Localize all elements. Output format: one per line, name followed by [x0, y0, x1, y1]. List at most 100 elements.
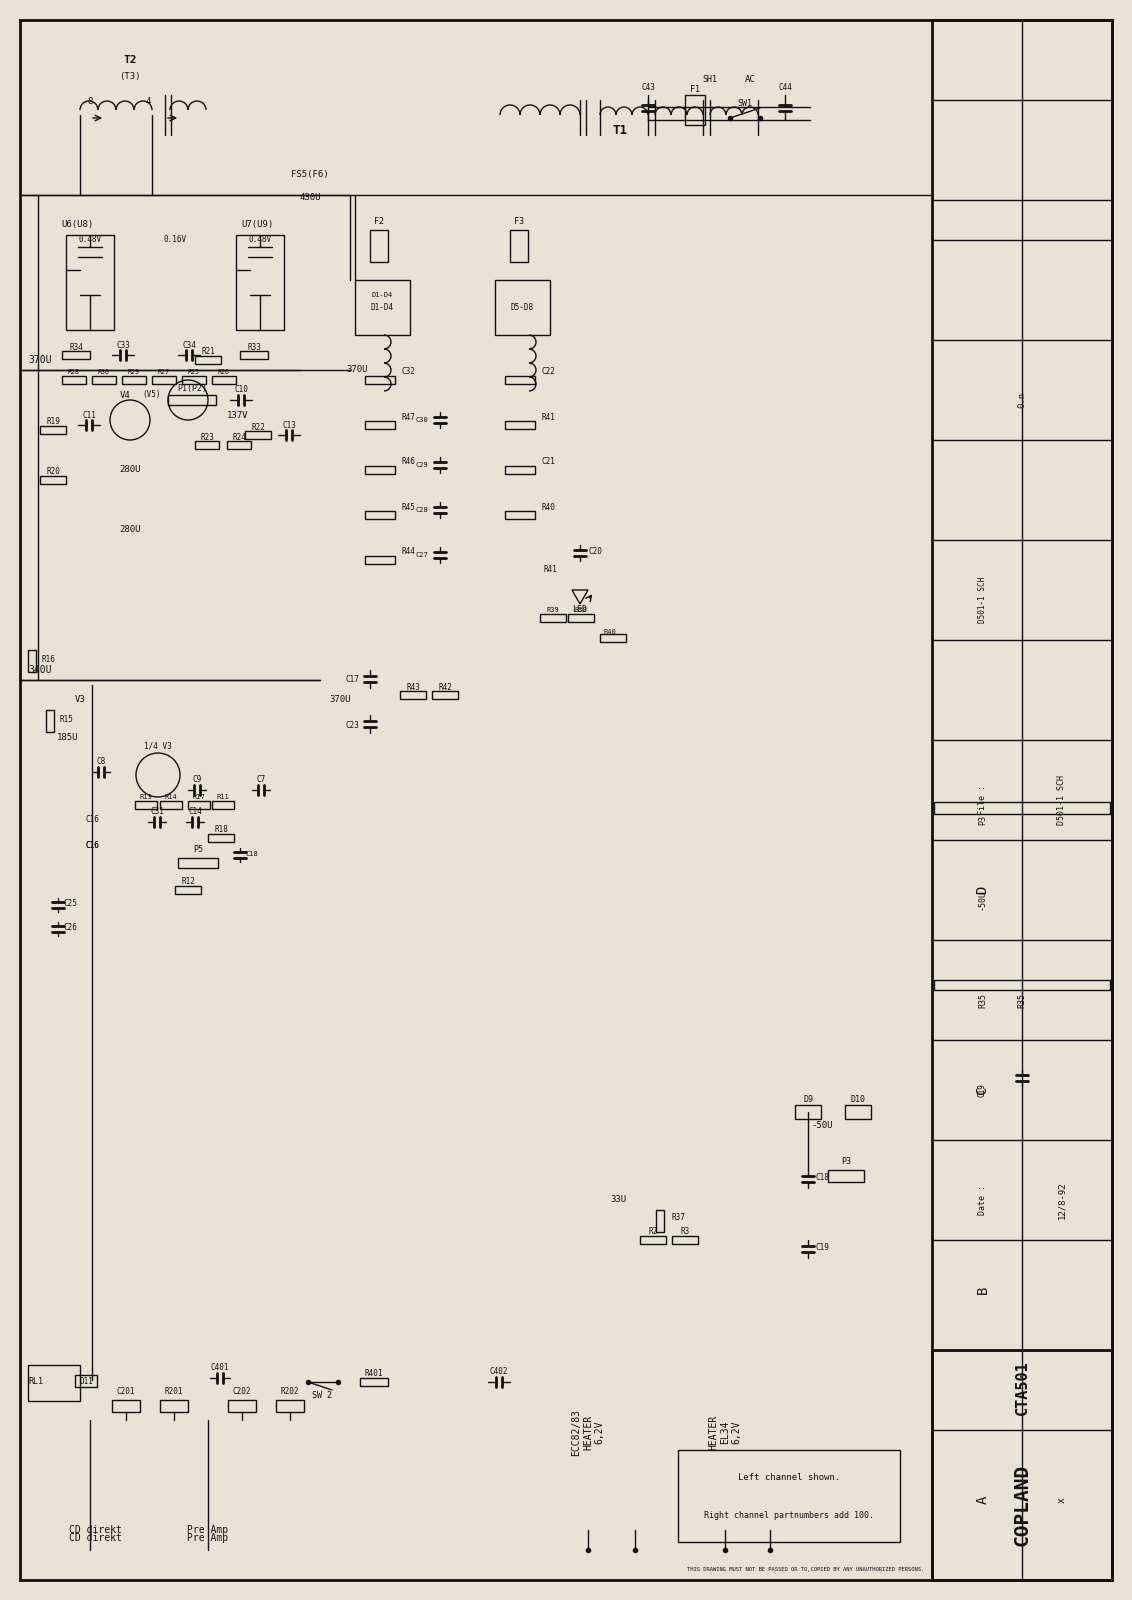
Bar	[208, 834, 234, 842]
Text: C9: C9	[192, 776, 201, 784]
Text: -50U: -50U	[812, 1120, 833, 1130]
Text: T1: T1	[612, 123, 627, 136]
Text: T2: T2	[123, 54, 137, 66]
Text: D5-D8: D5-D8	[511, 302, 533, 312]
Text: R13: R13	[139, 794, 153, 800]
Text: R38: R38	[575, 606, 588, 613]
Bar	[212, 802, 234, 810]
Text: P5: P5	[192, 845, 203, 854]
Text: C16: C16	[85, 840, 98, 850]
Text: C20: C20	[588, 547, 602, 557]
Text: R30: R30	[98, 370, 110, 374]
Bar	[160, 802, 182, 810]
Text: CD direkt: CD direkt	[69, 1525, 121, 1534]
Bar	[228, 442, 251, 450]
Text: RL1: RL1	[28, 1378, 43, 1387]
Bar	[40, 426, 66, 434]
Text: R37: R37	[672, 1213, 686, 1222]
Text: 0.48V: 0.48V	[78, 235, 102, 245]
Text: 0.48V: 0.48V	[248, 235, 272, 245]
Bar	[365, 421, 395, 429]
Text: Right channel partnumbers add 100.: Right channel partnumbers add 100.	[704, 1510, 874, 1520]
Text: C401: C401	[211, 1363, 230, 1373]
Bar	[365, 510, 395, 518]
Bar	[795, 1106, 821, 1118]
Bar	[400, 691, 426, 699]
Text: C34: C34	[182, 341, 196, 349]
Text: 4: 4	[145, 98, 151, 107]
Text: File :: File :	[978, 786, 987, 814]
Text: B: B	[976, 1286, 989, 1294]
Text: R40: R40	[603, 629, 617, 635]
Bar	[932, 19, 1112, 1581]
Text: x: x	[1056, 1498, 1066, 1502]
Text: C201: C201	[117, 1387, 135, 1397]
Text: Left channel shown.: Left channel shown.	[738, 1474, 840, 1483]
Text: C27: C27	[415, 552, 428, 558]
Bar	[228, 1400, 256, 1411]
Text: CTA501: CTA501	[1014, 1360, 1029, 1416]
Text: P1(P2): P1(P2)	[177, 384, 207, 392]
Bar	[276, 1400, 305, 1411]
Text: R401: R401	[365, 1370, 384, 1379]
Bar	[112, 1400, 140, 1411]
Text: R46: R46	[402, 458, 415, 467]
Bar	[568, 614, 594, 622]
Text: C32: C32	[402, 368, 415, 376]
Text: R22: R22	[251, 422, 265, 432]
Bar	[640, 1235, 666, 1245]
Text: 370U: 370U	[329, 696, 351, 704]
Text: C14: C14	[188, 808, 201, 816]
Bar	[178, 858, 218, 867]
Text: 0.16V: 0.16V	[163, 235, 187, 245]
Text: R202: R202	[281, 1387, 299, 1397]
Text: R21: R21	[201, 347, 215, 357]
Text: R34: R34	[69, 342, 83, 352]
Text: R201: R201	[165, 1387, 183, 1397]
Text: 370U: 370U	[346, 365, 368, 374]
Bar	[122, 376, 146, 384]
Text: D501-1 SCH: D501-1 SCH	[978, 578, 987, 622]
Bar	[40, 477, 66, 483]
Bar	[657, 1210, 664, 1232]
Text: C: C	[976, 1086, 989, 1094]
Text: LED: LED	[573, 605, 588, 614]
Bar	[370, 230, 388, 262]
Text: C44: C44	[778, 83, 792, 91]
Text: CD direkt: CD direkt	[69, 1533, 121, 1542]
Text: R43: R43	[406, 683, 420, 691]
Bar	[932, 1350, 1112, 1581]
Text: D1-D4: D1-D4	[370, 302, 394, 312]
Bar	[505, 510, 535, 518]
Text: D: D	[976, 886, 989, 894]
Text: D9: D9	[803, 1096, 813, 1104]
Text: C402: C402	[490, 1368, 508, 1376]
Text: C31: C31	[151, 808, 164, 816]
Text: C26: C26	[63, 923, 77, 933]
Text: C19: C19	[815, 1243, 829, 1253]
Text: C19: C19	[978, 1083, 987, 1098]
Bar	[934, 979, 1110, 990]
Text: R45: R45	[402, 502, 415, 512]
Text: R14: R14	[164, 794, 178, 800]
Text: R29: R29	[128, 370, 140, 374]
Text: D1-D4: D1-D4	[371, 291, 393, 298]
Text: SW1: SW1	[738, 99, 753, 107]
Bar	[365, 557, 395, 565]
Text: C13: C13	[282, 421, 295, 429]
Text: 370U: 370U	[28, 355, 51, 365]
Text: R3: R3	[680, 1227, 689, 1237]
Text: R20: R20	[46, 467, 60, 477]
Bar	[844, 1106, 871, 1118]
Bar	[505, 466, 535, 474]
Text: R19: R19	[46, 418, 60, 427]
Text: C18: C18	[815, 1173, 829, 1182]
Bar	[240, 350, 268, 358]
Text: R18: R18	[214, 826, 228, 835]
Text: C11: C11	[82, 411, 96, 419]
Bar	[28, 1365, 80, 1402]
Text: SH1: SH1	[703, 75, 718, 85]
Text: C7: C7	[256, 776, 266, 784]
Text: Date :: Date :	[978, 1186, 987, 1214]
Text: C23: C23	[345, 720, 359, 730]
